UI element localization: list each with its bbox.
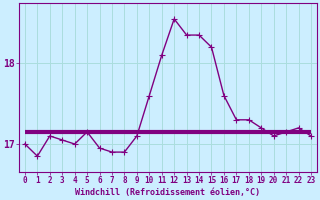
X-axis label: Windchill (Refroidissement éolien,°C): Windchill (Refroidissement éolien,°C)	[76, 188, 260, 197]
